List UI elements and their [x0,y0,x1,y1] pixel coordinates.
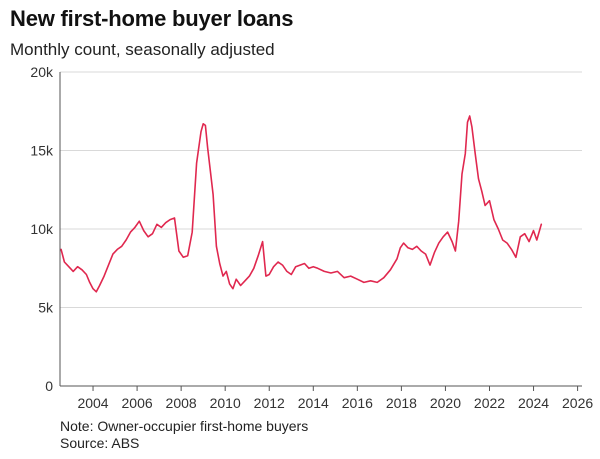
x-tick-label: 2010 [210,395,241,411]
source-text: Source: ABS [60,435,140,451]
y-tick-label: 10k [30,221,54,237]
tick-labels: 0 5k 10k 15k 20k 2004 2006 2008 2010 2012 2014 2016… [30,64,593,411]
y-tick-label: 20k [30,64,54,80]
chart-title: New first-home buyer loans [10,6,294,31]
y-tick-label: 0 [45,378,53,394]
x-tick-label: 2006 [122,395,153,411]
chart-subtitle: Monthly count, seasonally adjusted [10,40,275,59]
axes [59,72,582,391]
y-tick-label: 15k [30,143,54,159]
x-tick-label: 2020 [430,395,461,411]
x-tick-label: 2012 [254,395,285,411]
x-tick-label: 2004 [77,395,108,411]
x-tick-label: 2008 [166,395,197,411]
footnote: Note: Owner-occupier first-home buyers S… [60,418,308,452]
x-tick-label: 2022 [474,395,505,411]
x-tick-label: 2016 [342,395,373,411]
note-text: Note: Owner-occupier first-home buyers [60,418,309,434]
x-tick-label: 2018 [386,395,417,411]
series-layer [60,115,543,293]
y-tick-label: 5k [38,300,54,316]
x-tick-label: 2014 [298,395,329,411]
x-tick-label: 2026 [562,395,593,411]
x-tick-label: 2024 [518,395,549,411]
grid-lines [60,71,582,308]
series-line [60,115,543,293]
